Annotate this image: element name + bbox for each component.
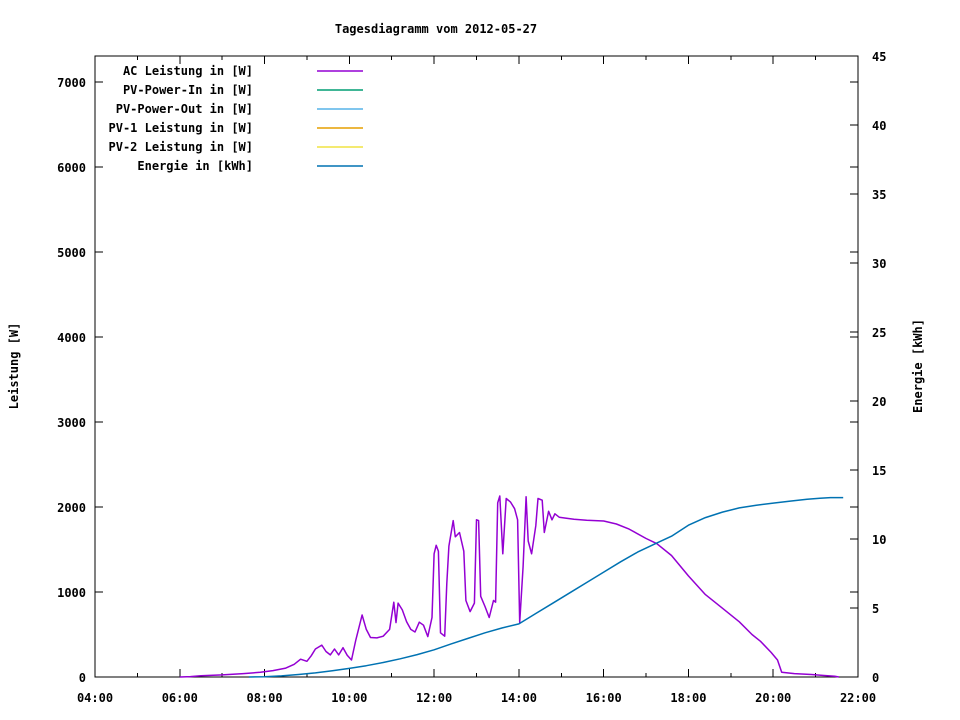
x-tick-label: 08:00	[246, 691, 282, 705]
y-right-tick-label: 35	[872, 188, 886, 202]
legend-label: PV-1 Leistung in [W]	[109, 121, 254, 135]
y-left-axis-title: Leistung [W]	[7, 323, 21, 410]
y-left-tick-label: 6000	[57, 161, 86, 175]
x-tick-label: 06:00	[162, 691, 198, 705]
series-right	[248, 496, 844, 678]
y-right-tick-label: 5	[872, 602, 879, 616]
legend-label: Energie in [kWh]	[137, 159, 253, 173]
y-right-tick-label: 15	[872, 464, 886, 478]
y-right-axis-title: Energie [kWh]	[911, 319, 925, 413]
legend-item: PV-Power-In in [W]	[123, 83, 363, 97]
legend-item: PV-1 Leistung in [W]	[109, 121, 363, 135]
y-right-tick-label: 20	[872, 395, 886, 409]
y-left-tick-label: 4000	[57, 331, 86, 345]
x-tick-label: 14:00	[501, 691, 537, 705]
x-tick-label: 10:00	[331, 691, 367, 705]
legend-item: Energie in [kWh]	[137, 159, 363, 173]
y-left-tick-label: 2000	[57, 501, 86, 515]
y-right-tick-label: 30	[872, 257, 886, 271]
x-tick-label: 18:00	[670, 691, 706, 705]
legend-item: AC Leistung in [W]	[123, 64, 363, 78]
x-tick-label: 04:00	[77, 691, 113, 705]
y-left-tick-label: 7000	[57, 76, 86, 90]
x-tick-label: 12:00	[416, 691, 452, 705]
series-left	[179, 495, 840, 678]
y-right-tick-label: 0	[872, 671, 879, 685]
legend-item: PV-Power-Out in [W]	[116, 102, 363, 116]
y-right-tick-label: 40	[872, 119, 886, 133]
legend-label: PV-Power-In in [W]	[123, 83, 253, 97]
y-left-tick-label: 1000	[57, 586, 86, 600]
series-layer	[179, 495, 844, 678]
y-left-tick-label: 5000	[57, 246, 86, 260]
x-tick-label: 22:00	[840, 691, 876, 705]
legend-item: PV-2 Leistung in [W]	[109, 140, 363, 154]
legend-label: PV-2 Leistung in [W]	[109, 140, 254, 154]
legend-label: PV-Power-Out in [W]	[116, 102, 253, 116]
y-right-tick-label: 10	[872, 533, 886, 547]
chart-legend: AC Leistung in [W] PV-Power-In in [W] PV-P…	[109, 64, 363, 173]
y-right-tick-label: 25	[872, 326, 886, 340]
y-right-tick-label: 45	[872, 50, 886, 64]
chart-title: Tagesdiagramm vom 2012-05-27	[335, 22, 537, 36]
y-left-tick-label: 3000	[57, 416, 86, 430]
axes-layer: 04:00 06:00 08:00 10:00 12:00 14:00 16:00 18:00…	[57, 50, 886, 705]
legend-label: AC Leistung in [W]	[123, 64, 253, 78]
y-left-tick-label: 0	[79, 671, 86, 685]
x-tick-label: 20:00	[755, 691, 791, 705]
x-tick-label: 16:00	[586, 691, 622, 705]
